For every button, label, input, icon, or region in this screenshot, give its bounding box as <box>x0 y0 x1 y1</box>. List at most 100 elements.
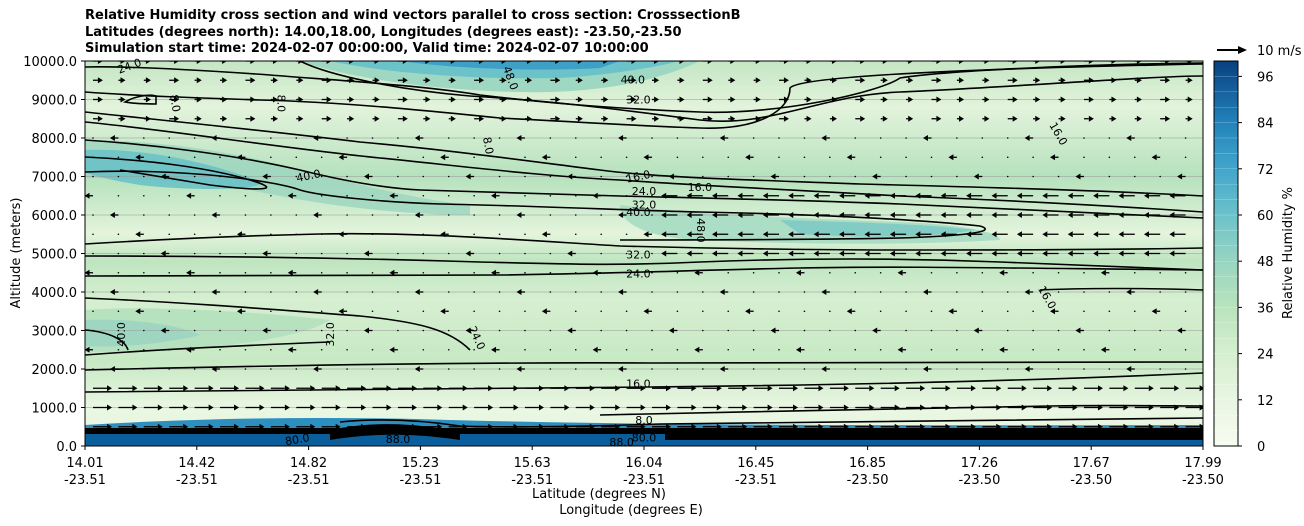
wind-vector <box>270 368 272 370</box>
contour-label: 40.0 <box>621 73 646 86</box>
wind-vector-head <box>1136 115 1142 122</box>
wind-vector <box>1159 175 1161 178</box>
wind-vector-head <box>1016 212 1022 218</box>
wind-vector-head <box>414 212 420 218</box>
wind-vector-head <box>107 404 112 411</box>
wind-vector-head <box>1148 404 1154 411</box>
wind-vector <box>422 252 425 255</box>
x-tick-label-longitude: -23.51 <box>511 473 553 488</box>
wind-vector-head <box>541 154 547 161</box>
wind-vector-head <box>615 385 621 392</box>
wind-vector-head <box>959 115 965 122</box>
wind-vector-head <box>338 231 344 238</box>
wind-vector-head <box>762 250 768 257</box>
wind-vector-head <box>970 404 976 411</box>
wind-vector <box>371 291 374 293</box>
wind-vector <box>676 156 679 159</box>
wind-vector <box>168 194 171 197</box>
wind-vector-head <box>567 250 573 257</box>
wind-vector <box>574 214 577 216</box>
contour-label: 88.0 <box>386 433 411 446</box>
wind-vector <box>829 271 831 274</box>
wind-vector <box>1032 329 1034 332</box>
wind-vector <box>1057 291 1060 293</box>
quiver-key-label: 10 m/s <box>1257 44 1302 59</box>
wind-vector-head <box>945 385 951 392</box>
wind-vector-head <box>742 385 748 392</box>
wind-vector-head <box>1042 192 1048 199</box>
wind-vector <box>524 233 526 236</box>
x-tick-label-longitude: -23.50 <box>1070 473 1112 488</box>
wind-vector-head <box>174 115 180 122</box>
wind-vector-head <box>109 135 115 141</box>
wind-vector <box>473 348 475 351</box>
wind-vector <box>574 156 577 159</box>
wind-vector-head <box>1088 115 1094 122</box>
wind-vector <box>1108 329 1111 332</box>
wind-vector-head <box>1111 115 1117 122</box>
wind-vector-head <box>310 404 316 411</box>
wind-vector <box>295 252 298 255</box>
wind-vector <box>778 310 780 313</box>
wind-vector-head <box>1143 250 1149 257</box>
wind-vector-head <box>145 61 151 64</box>
wind-vector-head <box>984 77 990 84</box>
wind-vector <box>320 252 323 255</box>
wind-vector-head <box>783 96 789 103</box>
wind-vector-head <box>335 385 341 392</box>
wind-vector-head <box>1072 423 1078 430</box>
wind-vector-head <box>839 250 845 257</box>
wind-vector-head <box>686 250 692 257</box>
wind-vector-head <box>211 212 217 218</box>
wind-vector <box>1032 156 1034 159</box>
wind-vector <box>803 329 806 332</box>
wind-vector-head <box>996 404 1002 411</box>
wind-vector-head <box>313 366 319 372</box>
wind-vector-head <box>996 423 1002 430</box>
wind-vector-head <box>1177 327 1183 334</box>
contour-line <box>339 417 1203 428</box>
wind-vector <box>193 175 196 178</box>
wind-vector <box>981 310 984 313</box>
wind-vector-head <box>991 192 997 199</box>
wind-vector <box>829 348 831 351</box>
wind-vector-head <box>767 404 773 411</box>
wind-vector-head <box>1024 135 1030 141</box>
contour-line <box>85 121 1203 213</box>
wind-vector <box>498 329 501 332</box>
wind-vector <box>651 194 653 197</box>
wind-vector-head <box>516 366 522 372</box>
wind-vector-head <box>813 192 819 199</box>
wind-vector-head <box>211 135 217 141</box>
wind-vector <box>752 271 755 274</box>
wind-vector-head <box>298 77 304 84</box>
wind-vector-head <box>882 77 888 84</box>
y-tick-label: 8000.0 <box>32 132 78 147</box>
wind-vector-head <box>1169 231 1175 238</box>
wind-vector <box>854 137 857 139</box>
wind-vector <box>117 175 120 178</box>
wind-vector-head <box>1075 327 1081 334</box>
wind-vector-head <box>479 115 485 122</box>
contour-label: 40.0 <box>295 167 322 185</box>
wind-vector-head <box>364 250 369 257</box>
wind-vector <box>397 156 399 159</box>
wind-vector <box>879 310 882 313</box>
wind-vector <box>625 175 628 178</box>
wind-vector-head <box>806 61 812 64</box>
x-tick-label-latitude: 16.85 <box>849 456 886 471</box>
wind-vector-head <box>707 96 713 103</box>
wind-vector-head <box>174 61 180 64</box>
contour-label: 24.0 <box>626 268 651 281</box>
wind-vector-head <box>1187 115 1193 122</box>
wind-vector <box>1108 175 1111 178</box>
wind-vectors <box>85 61 1203 430</box>
wind-vector <box>193 233 196 236</box>
wind-vector-head <box>250 115 256 122</box>
wind-vector-head <box>527 115 533 122</box>
x-tick-label-latitude: 15.23 <box>402 456 439 471</box>
wind-vector-head <box>411 423 417 430</box>
wind-vector-head <box>869 404 875 411</box>
wind-vector <box>193 214 196 216</box>
